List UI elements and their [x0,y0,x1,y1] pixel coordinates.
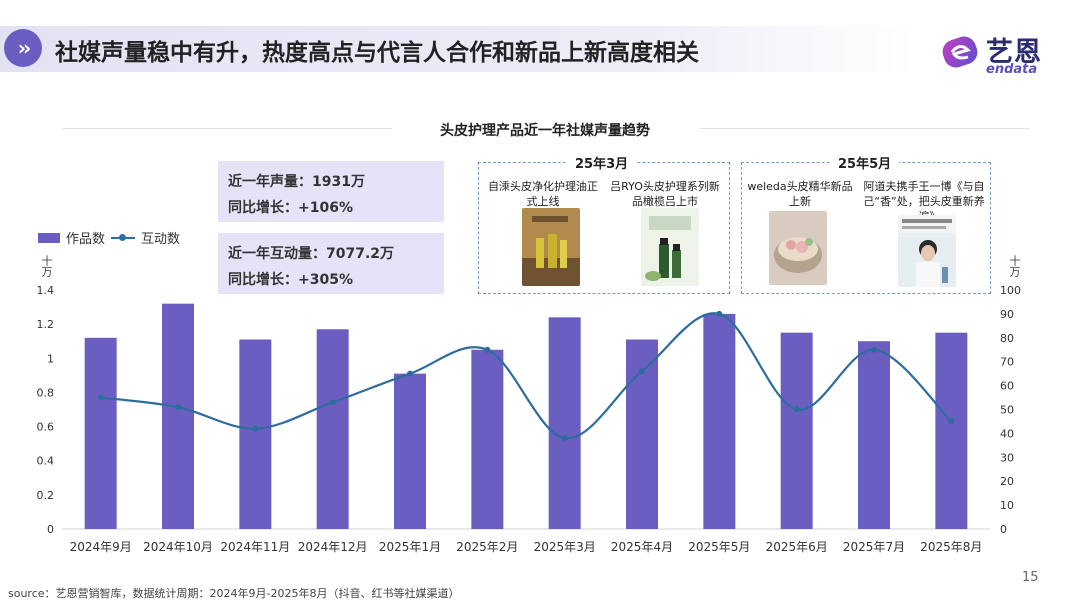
product-image-adolph [898,215,956,287]
left-tick-label: 1.2 [37,318,55,331]
endata-logo-mark [942,36,978,68]
legend-swatch-line [111,233,136,243]
bar [548,317,581,529]
line-point [175,404,181,411]
chart-title: 头皮护理产品近一年社媒声量趋势 [440,123,650,139]
title-rule-right [700,128,1030,129]
line-point [716,310,723,317]
left-tick-label: 0.4 [37,455,55,468]
event-item-text: 吕RYO头皮护理系列新品橄榄吕上市 [610,180,720,208]
source-note: source：艺恩营销智库，数据统计周期：2024年9月-2025年8月（抖音、… [8,587,460,600]
bar [780,332,813,529]
bar [858,341,890,529]
legend-label-works: 作品数 [66,232,106,247]
bar [316,329,349,529]
x-tick-label: 2024年12月 [298,540,368,554]
left-axis-unit: 十万 [40,255,53,277]
right-tick-label: 90 [1000,308,1014,321]
product-image-oil [522,208,580,286]
x-tick-label: 2024年11月 [220,540,290,554]
line-point [97,394,104,401]
x-tick-label: 2024年10月 [143,540,213,554]
product-image-weleda [769,211,827,285]
x-tick-label: 2025年7月 [843,540,905,554]
event-box-may: 25年5月 weleda头皮精华新品上新 阿道夫携手王一博《与自己“香”处，把头… [741,153,991,294]
line-point [484,346,491,353]
line-point [329,399,336,406]
page-number: 15 [1022,570,1039,585]
x-tick-label: 2025年1月 [379,540,441,554]
bar [84,337,117,529]
x-tick-label: 2025年2月 [456,540,518,554]
x-tick-label: 2025年4月 [611,540,673,554]
right-tick-label: 20 [1000,475,1014,488]
x-tick-label: 2024年9月 [70,540,132,554]
stat-volume-total: 近一年声量：1931万 [228,174,365,190]
event-item-text: 自溗头皮净化护理油正式上线 [488,180,598,208]
legend-swatch-bar [38,232,60,243]
stat-box-volume: 近一年声量：1931万 同比增长：+106% [218,161,444,222]
bar [626,339,658,529]
bar [935,332,968,529]
left-tick-label: 0.6 [37,421,55,434]
page-title: 社媒声量稳中有升，热度高点与代言人合作和新品上新高度相关 [55,40,699,66]
header-bar [0,26,915,72]
title-rule-left [62,128,392,129]
stat-box-interaction: 近一年互动量：7077.2万 同比增长：+305% [218,233,444,294]
line-point [252,425,259,432]
interaction-line [100,312,953,440]
legend-label-interactions: 互动数 [141,232,181,247]
bar [239,339,272,529]
bar [394,373,426,529]
right-axis-unit: 十万 [1008,255,1021,277]
x-tick-label: 2025年3月 [534,540,596,554]
endata-logo: 艺恩 endata [942,28,1052,78]
right-tick-label: 70 [1000,356,1014,369]
line-point [407,370,413,377]
bar [471,349,504,529]
event-item-text: 阿道夫携手王一博《与自己“香”处，把头皮重新养一遍》 [863,180,985,223]
line-point [561,435,568,442]
chart-legend: 作品数 互动数 [38,228,180,247]
stat-interaction-growth: 同比增长：+305% [228,272,353,288]
line-point [639,368,645,375]
left-tick-label: 1.4 [37,284,55,297]
right-tick-label: 100 [1000,284,1021,297]
bar [703,313,736,529]
event-title-mar: 25年3月 [567,153,637,172]
x-tick-label: 2025年8月 [920,540,982,554]
line-point [793,406,800,413]
x-tick-label: 2025年6月 [766,540,828,554]
event-title-may: 25年5月 [830,153,900,172]
right-tick-label: 10 [1000,499,1014,512]
line-point [948,418,955,425]
right-tick-label: 60 [1000,380,1014,393]
left-tick-label: 1 [47,352,54,365]
logo-cn-text: 艺恩 [986,37,1042,68]
right-tick-label: 0 [1000,523,1007,536]
logo-en-text: endata [986,62,1038,77]
x-tick-label: 2025年5月 [688,540,750,554]
bar [162,303,194,529]
line-point [871,346,877,353]
double-chevron-right-icon: ›› [4,29,42,67]
left-tick-label: 0.2 [37,489,55,502]
product-image-ryo [641,208,699,286]
right-tick-label: 50 [1000,404,1014,417]
left-tick-label: 0 [47,523,54,536]
event-item-text: weleda头皮精华新品上新 [747,180,853,208]
event-box-mar: 25年3月 自溗头皮净化护理油正式上线 吕RYO头皮护理系列新品橄榄吕上市 [478,153,730,294]
stat-interaction-total: 近一年互动量：7077.2万 [228,246,395,262]
stat-volume-growth: 同比增长：+106% [228,200,353,216]
right-tick-label: 40 [1000,427,1014,440]
right-tick-label: 30 [1000,451,1014,464]
right-tick-label: 80 [1000,332,1014,345]
left-tick-label: 0.8 [37,386,55,399]
